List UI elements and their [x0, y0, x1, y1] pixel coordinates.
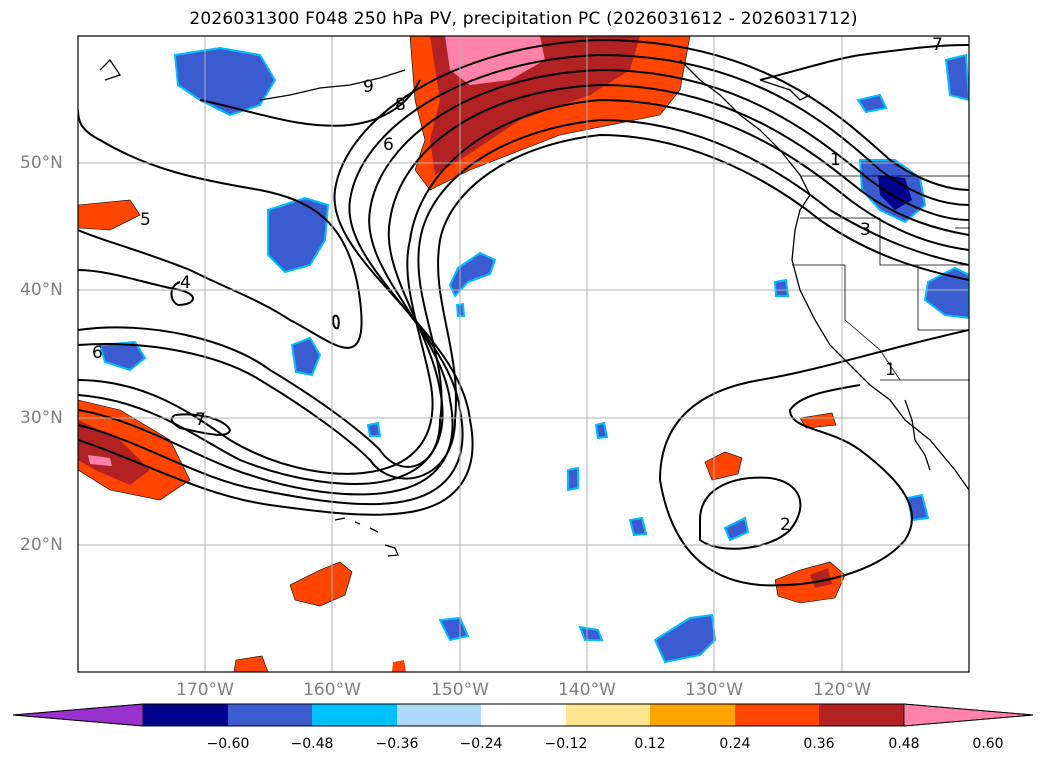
lat-label: 40°N: [20, 280, 63, 300]
contour-label: 5: [140, 210, 151, 230]
colorbar-segment: [312, 704, 397, 726]
lon-label: 140°W: [558, 680, 616, 700]
coastlines: [99, 58, 969, 557]
map-panel: 9 8 6 5 4 6 7 7 1 1 2 3: [77, 35, 970, 673]
pv-contours: [78, 38, 969, 587]
lon-label: 160°W: [303, 680, 361, 700]
colorbar-segment: [481, 704, 566, 726]
colorbar-tick-label: 0.24: [719, 736, 751, 752]
colorbar-segment: [397, 704, 481, 726]
colorbar-segment: [143, 704, 228, 726]
colorbar-tick-label: −0.24: [459, 736, 503, 752]
contour-label: 2: [780, 515, 791, 535]
colorbar-frame: [12, 703, 1034, 727]
colorbar-tick-label: −0.48: [290, 736, 334, 752]
lon-label: 170°W: [176, 680, 234, 700]
colorbar-segment: [12, 703, 144, 727]
map-frame: [77, 35, 970, 673]
lat-label: 20°N: [20, 535, 63, 555]
colorbar: [12, 703, 1034, 727]
colorbar-tick-label: −0.12: [544, 736, 588, 752]
contour-label: 6: [383, 135, 394, 155]
lon-label: 120°W: [813, 680, 871, 700]
lat-label: 50°N: [20, 153, 63, 173]
lat-label: 30°N: [20, 408, 63, 428]
colorbar-segment: [735, 704, 819, 726]
colorbar-segment: [228, 704, 312, 726]
contour-label: 3: [860, 220, 871, 240]
contour-labels: 9 8 6 5 4 6 7 7 1 1 2 3: [92, 35, 943, 535]
colorbar-tick-label: 0.12: [634, 736, 666, 752]
contour-label: 7: [195, 410, 206, 430]
colorbar-tick-label: −0.60: [206, 736, 250, 752]
lon-label: 130°W: [685, 680, 743, 700]
contour-label: 1: [830, 150, 841, 170]
contour-label: 6: [92, 343, 103, 363]
contour-label: 9: [363, 77, 374, 97]
map-title: 2026031300 F048 250 hPa PV, precipitatio…: [189, 9, 858, 29]
precip-negative-region: [173, 46, 277, 117]
colorbar-segment: [650, 704, 735, 726]
contour-label: 4: [180, 273, 191, 293]
colorbar-segment: [566, 704, 650, 726]
contour-label: 7: [932, 35, 943, 55]
colorbar-tick-label: 0.60: [972, 736, 1004, 752]
contour-label: 8: [395, 95, 406, 115]
colorbar-segment: [819, 704, 904, 726]
graticule: [78, 36, 969, 672]
lon-label: 150°W: [431, 680, 489, 700]
colorbar-tick-label: −0.36: [375, 736, 419, 752]
contour-label: 1: [885, 360, 896, 380]
colorbar-tick-label: 0.36: [803, 736, 835, 752]
colorbar-tick-label: 0.48: [888, 736, 920, 752]
political-borders: [792, 175, 969, 381]
colorbar-segment: [903, 703, 1034, 727]
